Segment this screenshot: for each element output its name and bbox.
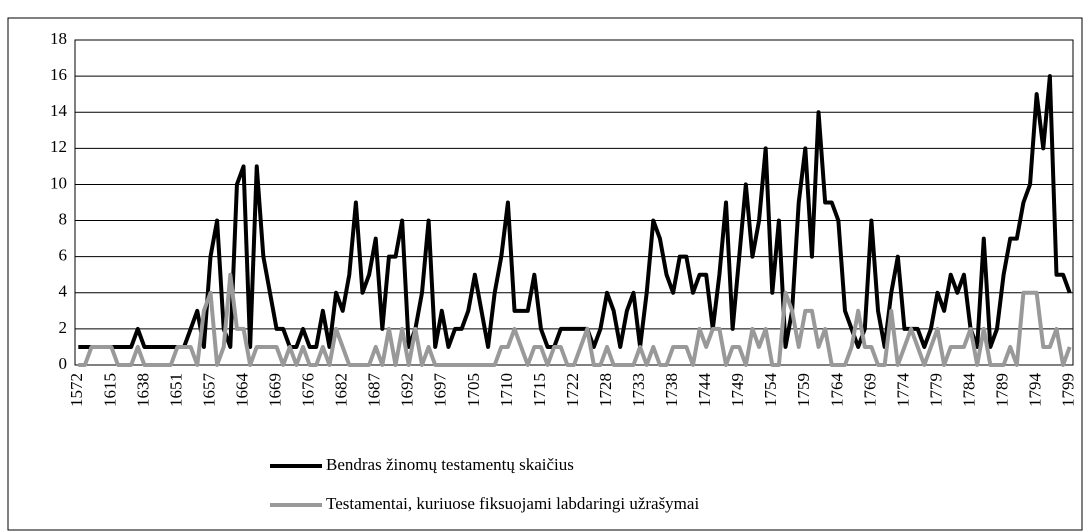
x-tick-label: 1744	[695, 373, 714, 408]
x-tick-label: 1728	[596, 373, 615, 407]
x-tick-label: 1715	[530, 373, 549, 407]
x-tick-label: 1769	[860, 373, 879, 407]
y-tick-label: 12	[50, 137, 67, 156]
x-tick-label: 1651	[166, 373, 185, 407]
legend-label: Testamentai, kuriuose fiksuojami labdari…	[326, 494, 699, 513]
x-tick-label: 1615	[100, 373, 119, 407]
legend-label: Bendras žinomų testamentų skaičius	[326, 455, 574, 474]
x-tick-label: 1682	[332, 373, 351, 407]
x-tick-label: 1657	[199, 373, 218, 408]
y-tick-label: 16	[50, 65, 67, 84]
x-tick-label: 1779	[926, 373, 945, 407]
y-tick-label: 0	[59, 354, 68, 373]
x-tick-label: 1733	[629, 373, 648, 407]
x-tick-label: 1738	[662, 373, 681, 407]
chart-frame	[7, 17, 1083, 531]
y-tick-label: 14	[50, 101, 68, 120]
x-tick-label: 1572	[67, 373, 86, 407]
x-tick-label: 1692	[398, 373, 417, 407]
x-tick-label: 1669	[265, 373, 284, 407]
y-tick-label: 18	[50, 29, 67, 48]
x-tick-label: 1784	[959, 373, 978, 408]
y-tick-label: 2	[59, 318, 68, 337]
x-tick-label: 1764	[827, 373, 846, 408]
y-tick-label: 6	[59, 246, 68, 265]
y-tick-label: 10	[50, 173, 67, 192]
x-tick-label: 1789	[993, 373, 1012, 407]
x-tick-label: 1722	[563, 373, 582, 407]
x-tick-label: 1687	[365, 373, 384, 408]
x-tick-label: 1754	[761, 373, 780, 408]
x-tick-label: 1697	[431, 373, 450, 408]
x-tick-label: 1759	[794, 373, 813, 407]
x-tick-label: 1794	[1026, 373, 1045, 408]
y-tick-label: 4	[59, 282, 68, 301]
x-tick-label: 1676	[299, 373, 318, 407]
x-tick-label: 1705	[464, 373, 483, 407]
y-tick-label: 8	[59, 209, 68, 228]
series-line	[78, 272, 1072, 367]
series-line	[78, 74, 1072, 349]
x-tick-label: 1664	[232, 373, 251, 408]
x-tick-label: 1710	[497, 373, 516, 407]
x-tick-label: 1638	[133, 373, 152, 407]
x-tick-label: 1774	[893, 373, 912, 408]
x-tick-label: 1799	[1059, 373, 1078, 407]
x-tick-label: 1749	[728, 373, 747, 407]
